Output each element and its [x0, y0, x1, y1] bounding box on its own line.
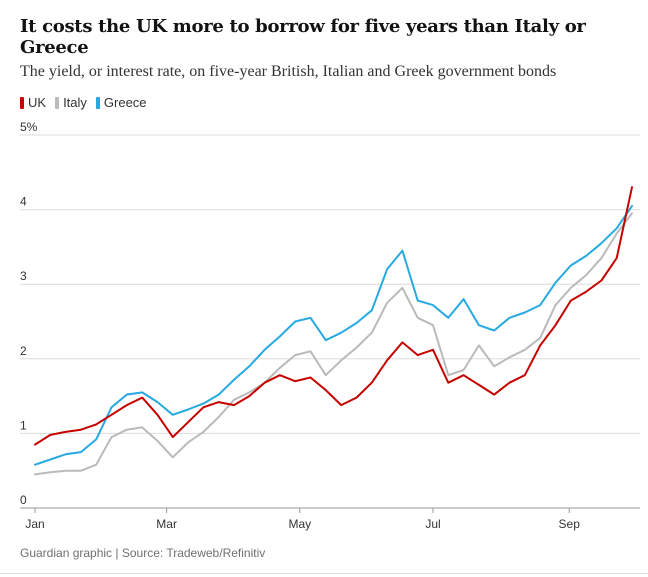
- x-tick-label-4: Sep: [559, 517, 581, 531]
- legend: UK Italy Greece: [20, 95, 147, 110]
- y-tick-label-0: 0: [20, 493, 27, 507]
- legend-item-uk: UK: [20, 95, 46, 110]
- legend-swatch-greece: [95, 96, 100, 109]
- y-tick-label-2: 2: [20, 344, 27, 358]
- y-tick-label-1: 1: [20, 418, 27, 432]
- series-line-uk: [34, 186, 633, 446]
- legend-label-uk: UK: [28, 95, 47, 110]
- x-tick-label-1: Mar: [156, 517, 177, 531]
- x-tick-label-2: May: [288, 517, 311, 531]
- legend-swatch-italy: [55, 96, 60, 109]
- legend-label-italy: Italy: [63, 95, 87, 110]
- legend-label-greece: Greece: [103, 95, 147, 110]
- series-line-greece: [34, 204, 633, 466]
- chart-subtitle: The yield, or interest rate, on five-yea…: [20, 63, 557, 80]
- y-tick-label-5: 5%: [20, 120, 38, 134]
- legend-item-greece: Greece: [95, 95, 147, 110]
- source-footer: Guardian graphic | Source: Tradeweb/Refi…: [20, 546, 266, 560]
- y-tick-label-4: 4: [20, 195, 27, 209]
- x-tick-label-3: Jul: [425, 517, 440, 531]
- y-tick-label-3: 3: [20, 269, 27, 283]
- series-line-italy: [34, 212, 633, 476]
- x-tick-label-0: Jan: [25, 517, 44, 531]
- bottom-divider: [0, 573, 648, 574]
- legend-swatch-uk: [20, 96, 24, 109]
- line-chart: 0 1 2 3 4 5% Jan Mar May Jul Sep: [20, 120, 640, 531]
- legend-item-italy: Italy: [55, 95, 87, 110]
- chart-title: It costs the UK more to borrow for five …: [20, 16, 586, 58]
